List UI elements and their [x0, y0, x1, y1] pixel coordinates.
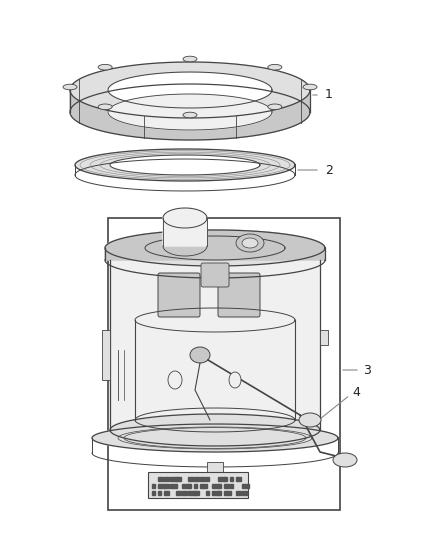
- Bar: [207, 462, 223, 476]
- Bar: [224, 477, 231, 481]
- Bar: [218, 484, 221, 488]
- Bar: [194, 477, 197, 481]
- Polygon shape: [110, 244, 320, 430]
- Bar: [152, 491, 155, 495]
- Text: 3: 3: [363, 364, 371, 376]
- Ellipse shape: [98, 104, 112, 110]
- Bar: [200, 477, 203, 481]
- Bar: [218, 477, 223, 481]
- Bar: [164, 491, 167, 495]
- Bar: [242, 491, 249, 495]
- Ellipse shape: [183, 112, 197, 118]
- Bar: [212, 484, 215, 488]
- Polygon shape: [70, 62, 310, 118]
- Ellipse shape: [63, 84, 77, 90]
- Bar: [164, 484, 171, 488]
- Ellipse shape: [98, 64, 112, 70]
- Polygon shape: [70, 90, 310, 140]
- Ellipse shape: [183, 56, 197, 62]
- Bar: [242, 484, 247, 488]
- Bar: [158, 491, 161, 495]
- Bar: [158, 477, 161, 481]
- Ellipse shape: [299, 413, 321, 427]
- FancyBboxPatch shape: [218, 273, 260, 317]
- Bar: [236, 477, 239, 481]
- Bar: [108, 218, 340, 510]
- Bar: [236, 491, 239, 495]
- Polygon shape: [145, 236, 285, 260]
- Ellipse shape: [168, 371, 182, 389]
- Bar: [176, 477, 181, 481]
- Ellipse shape: [242, 238, 258, 248]
- Bar: [176, 491, 181, 495]
- Polygon shape: [108, 94, 272, 130]
- Polygon shape: [92, 424, 338, 452]
- Ellipse shape: [333, 453, 357, 467]
- Ellipse shape: [229, 372, 241, 388]
- Bar: [102, 330, 110, 380]
- Bar: [224, 491, 229, 495]
- Bar: [188, 491, 193, 495]
- Ellipse shape: [268, 104, 282, 110]
- Ellipse shape: [190, 347, 210, 363]
- Ellipse shape: [303, 84, 317, 90]
- Bar: [158, 484, 165, 488]
- Polygon shape: [163, 208, 207, 246]
- Polygon shape: [75, 149, 295, 181]
- Bar: [194, 484, 199, 488]
- Polygon shape: [110, 414, 320, 446]
- Bar: [206, 491, 213, 495]
- Polygon shape: [105, 230, 325, 266]
- Text: 2: 2: [325, 164, 333, 176]
- Bar: [188, 477, 195, 481]
- Bar: [170, 477, 175, 481]
- Bar: [182, 484, 187, 488]
- Polygon shape: [105, 230, 325, 260]
- Bar: [320, 330, 328, 345]
- Bar: [188, 484, 191, 488]
- Ellipse shape: [236, 234, 264, 252]
- Bar: [164, 477, 171, 481]
- FancyBboxPatch shape: [201, 263, 229, 287]
- Bar: [152, 484, 155, 488]
- Bar: [200, 484, 205, 488]
- Bar: [170, 484, 177, 488]
- Bar: [230, 484, 237, 488]
- Ellipse shape: [268, 64, 282, 70]
- Bar: [182, 491, 189, 495]
- Text: 4: 4: [352, 386, 360, 400]
- Bar: [148, 472, 248, 498]
- Bar: [224, 484, 231, 488]
- Bar: [218, 491, 221, 495]
- Text: 1: 1: [325, 88, 333, 101]
- Bar: [230, 477, 237, 481]
- Bar: [206, 477, 211, 481]
- Polygon shape: [163, 208, 207, 228]
- FancyBboxPatch shape: [158, 273, 200, 317]
- Bar: [194, 491, 201, 495]
- Bar: [212, 491, 215, 495]
